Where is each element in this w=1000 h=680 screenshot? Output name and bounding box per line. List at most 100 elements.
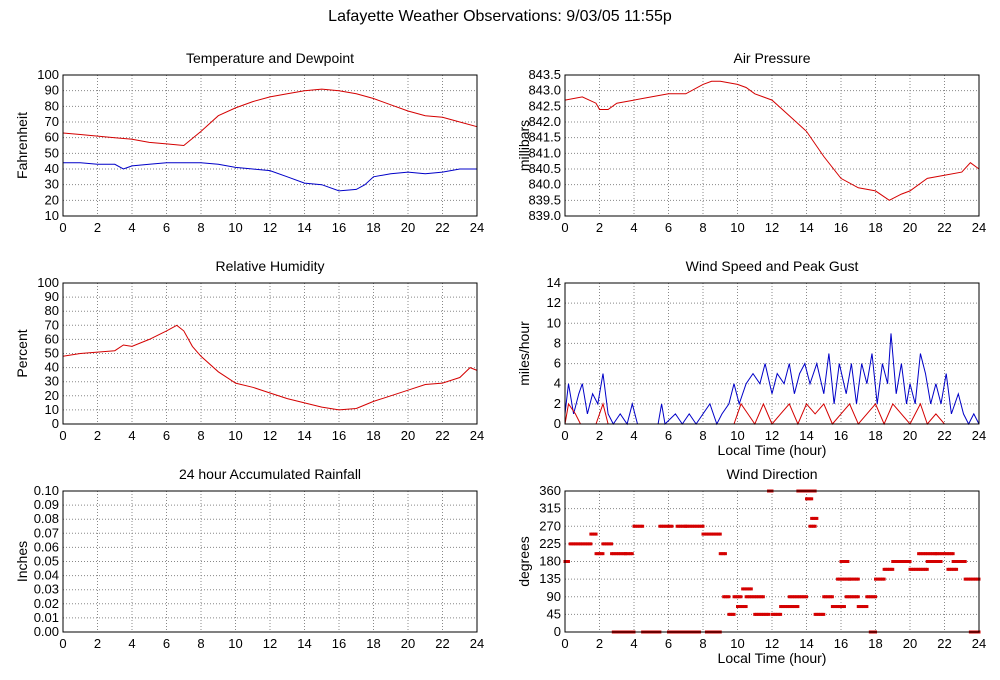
y-tick-label: 0.07 bbox=[34, 525, 59, 540]
y-tick-label: 4 bbox=[554, 376, 561, 391]
x-tick-label: 14 bbox=[297, 636, 311, 651]
direction-point bbox=[736, 595, 739, 599]
direction-point bbox=[677, 524, 681, 528]
direction-point bbox=[918, 567, 922, 571]
y-tick-label: 0.01 bbox=[34, 610, 59, 625]
y-tick-label: 12 bbox=[547, 295, 561, 310]
direction-point bbox=[692, 524, 696, 528]
y-tick-label: 225 bbox=[539, 536, 561, 551]
direction-point bbox=[801, 595, 805, 599]
y-tick-label: 0.02 bbox=[34, 596, 59, 611]
direction-point bbox=[925, 567, 929, 571]
direction-point bbox=[908, 560, 912, 563]
direction-point bbox=[591, 532, 595, 536]
direction-point bbox=[839, 560, 843, 563]
y-tick-label: 843.0 bbox=[528, 83, 561, 98]
direction-point bbox=[849, 595, 853, 599]
direction-point bbox=[584, 542, 588, 546]
direction-point bbox=[927, 560, 931, 563]
y-tick-label: 0.05 bbox=[34, 554, 59, 569]
direction-point bbox=[796, 605, 800, 609]
direction-point bbox=[856, 605, 860, 609]
direction-point bbox=[905, 560, 909, 563]
direction-point bbox=[691, 524, 695, 528]
direction-point bbox=[599, 552, 603, 556]
direction-point bbox=[813, 516, 817, 520]
direction-point bbox=[929, 552, 933, 556]
x-tick-label: 10 bbox=[228, 220, 242, 235]
direction-point bbox=[846, 577, 850, 581]
x-tick-label: 6 bbox=[163, 220, 170, 235]
direction-point bbox=[699, 524, 703, 528]
y-tick-label: 8 bbox=[554, 335, 561, 350]
direction-point bbox=[848, 577, 852, 581]
x-tick-label: 10 bbox=[730, 428, 744, 443]
direction-point bbox=[887, 567, 891, 571]
direction-point bbox=[834, 605, 838, 609]
direction-point bbox=[679, 524, 683, 528]
direction-point bbox=[858, 605, 862, 609]
direction-point bbox=[953, 567, 957, 571]
y-tick-label: 60 bbox=[45, 331, 59, 346]
y-axis-label: Percent bbox=[14, 329, 30, 377]
direction-point bbox=[701, 532, 705, 536]
direction-point bbox=[767, 612, 771, 616]
x-tick-label: 0 bbox=[561, 428, 568, 443]
direction-point bbox=[865, 595, 869, 599]
direction-point bbox=[967, 577, 971, 581]
y-tick-label: 842.5 bbox=[528, 98, 561, 113]
direction-point bbox=[937, 560, 941, 563]
x-tick-label: 6 bbox=[665, 220, 672, 235]
direction-point bbox=[734, 595, 738, 599]
direction-point bbox=[841, 605, 845, 609]
direction-point bbox=[803, 595, 807, 599]
direction-point bbox=[701, 524, 705, 528]
y-tick-label: 70 bbox=[45, 317, 59, 332]
x-tick-label: 10 bbox=[730, 636, 744, 651]
direction-point bbox=[685, 524, 689, 528]
direction-point bbox=[772, 612, 776, 616]
x-tick-label: 12 bbox=[765, 636, 779, 651]
y-tick-label: 0.03 bbox=[34, 582, 59, 597]
x-tick-label: 24 bbox=[470, 428, 484, 443]
direction-point bbox=[710, 532, 714, 536]
direction-point bbox=[744, 595, 748, 599]
x-tick-label: 16 bbox=[834, 220, 848, 235]
x-tick-label: 18 bbox=[366, 636, 380, 651]
y-tick-label: 840.5 bbox=[528, 161, 561, 176]
direction-point bbox=[751, 595, 755, 599]
direction-point bbox=[808, 497, 812, 501]
direction-point bbox=[760, 612, 764, 616]
y-tick-label: 2 bbox=[554, 396, 561, 411]
x-tick-label: 18 bbox=[868, 428, 882, 443]
direction-point bbox=[915, 567, 919, 571]
direction-point bbox=[749, 595, 753, 599]
direction-point bbox=[936, 552, 940, 556]
direction-point bbox=[744, 605, 748, 609]
x-tick-label: 18 bbox=[868, 220, 882, 235]
y-tick-label: 80 bbox=[45, 303, 59, 318]
direction-point bbox=[924, 552, 928, 556]
direction-point bbox=[963, 560, 967, 563]
direction-point bbox=[658, 524, 662, 528]
x-tick-label: 12 bbox=[263, 428, 277, 443]
y-tick-label: 0.04 bbox=[34, 568, 59, 583]
direction-point bbox=[798, 595, 802, 599]
y-tick-label: 180 bbox=[539, 554, 561, 569]
direction-point bbox=[568, 542, 572, 546]
direction-point bbox=[955, 567, 959, 571]
direction-point bbox=[949, 567, 953, 571]
y-tick-label: 90 bbox=[547, 589, 561, 604]
direction-point bbox=[961, 560, 965, 563]
y-tick-label: 0 bbox=[52, 416, 59, 431]
direction-point bbox=[615, 552, 619, 556]
y-tick-label: 841.5 bbox=[528, 130, 561, 145]
direction-point bbox=[960, 560, 964, 563]
x-tick-label: 6 bbox=[665, 636, 672, 651]
y-tick-label: 841.0 bbox=[528, 145, 561, 160]
y-tick-label: 10 bbox=[45, 402, 59, 417]
direction-point bbox=[589, 542, 593, 546]
direction-point bbox=[718, 552, 722, 556]
